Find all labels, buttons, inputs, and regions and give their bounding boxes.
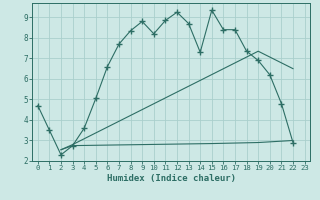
X-axis label: Humidex (Indice chaleur): Humidex (Indice chaleur) — [107, 174, 236, 183]
